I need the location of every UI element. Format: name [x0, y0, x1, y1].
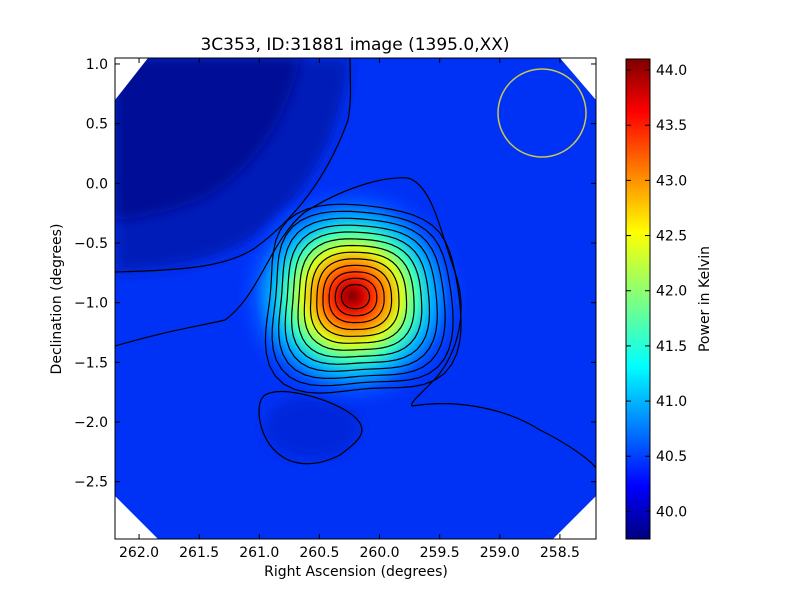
x-tick-label: 258.5 [540, 545, 580, 561]
contour-ring [290, 231, 431, 365]
heatmap-image [115, 58, 596, 539]
contour-line [115, 177, 596, 469]
x-tick-label: 261.5 [179, 545, 219, 561]
source-contours [264, 203, 462, 394]
y-axis: 1.0 0.5 0.0 −0.5 −1.0 −1.5 −2.0 −2.5 [74, 57, 596, 491]
y-tick-label: 0.5 [86, 117, 108, 133]
colorbar-tick-label: 41.5 [656, 339, 687, 355]
y-tick-label: 0.0 [86, 176, 108, 192]
blank-corner [560, 58, 596, 100]
x-axis: 262.0 261.5 261.0 260.5 260.0 259.5 259.0 258.5 [119, 58, 580, 561]
contour-ring [303, 244, 415, 351]
y-axis-label: Declination (degrees) [49, 224, 65, 375]
contour-ring [340, 284, 371, 310]
colorbar [625, 58, 651, 540]
x-tick-label: 259.5 [420, 545, 460, 561]
x-tick-label: 260.0 [360, 545, 400, 561]
y-tick-label: −1.0 [74, 296, 108, 312]
contour-ring [284, 224, 438, 372]
colorbar-label: Power in Kelvin [697, 246, 713, 352]
contour-ring [316, 258, 400, 337]
colorbar-tick-label: 41.0 [656, 394, 687, 410]
contour-ring [322, 264, 393, 331]
chart-title: 3C353, ID:31881 image (1395.0,XX) [200, 35, 509, 55]
x-tick-label: 259.0 [480, 545, 520, 561]
blank-corner [115, 58, 148, 100]
contour-ring [278, 217, 446, 379]
contour-lines [115, 58, 596, 469]
contour-ring [297, 238, 423, 358]
colorbar-tick-label: 43.0 [656, 173, 687, 189]
plot-frame [114, 57, 597, 540]
y-tick-label: −2.0 [74, 415, 108, 431]
y-tick-label: −2.5 [74, 475, 108, 491]
y-tick-label: −1.5 [74, 355, 108, 371]
colorbar-tick-label: 40.0 [656, 504, 687, 520]
contour-ring [334, 277, 378, 317]
x-tick-label: 260.5 [299, 545, 339, 561]
contour-ring [271, 210, 454, 387]
contour-ring [264, 203, 462, 394]
blank-corner [115, 496, 158, 539]
y-tick-label: 1.0 [86, 57, 108, 73]
x-tick-label: 261.0 [239, 545, 279, 561]
colorbar-axis: 40.0 40.5 41.0 41.5 42.0 42.5 43.0 43.5 44.0 [626, 63, 687, 520]
colorbar-tick-label: 40.5 [656, 449, 687, 465]
blank-corner [553, 496, 596, 539]
beam-circle [497, 68, 587, 158]
colorbar-tick-label: 43.5 [656, 118, 687, 134]
contour-line [115, 58, 352, 273]
contour-line [258, 391, 363, 465]
y-tick-label: −0.5 [74, 236, 108, 252]
colorbar-tick-label: 44.0 [656, 63, 687, 79]
colorbar-tick-label: 42.0 [656, 284, 687, 300]
x-axis-label: Right Ascension (degrees) [264, 564, 448, 580]
colorbar-tick-label: 42.5 [656, 229, 687, 245]
x-tick-label: 262.0 [119, 545, 159, 561]
contour-ring [328, 271, 385, 324]
contour-ring [309, 251, 408, 344]
